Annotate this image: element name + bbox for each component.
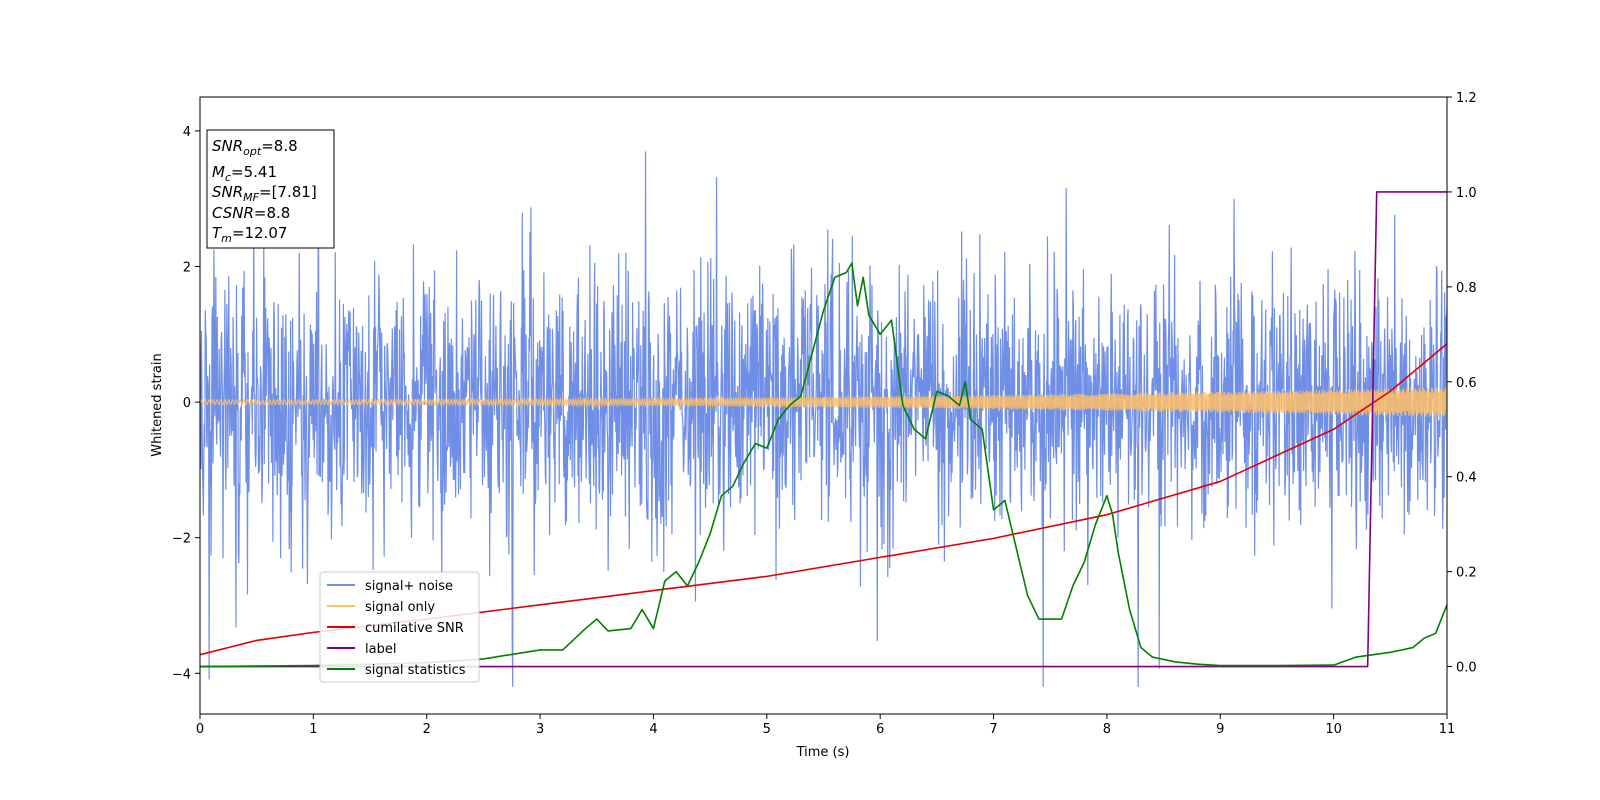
info-box-frame [206, 129, 335, 249]
legend-frame [319, 571, 480, 683]
y-left-tick-label: 4 [183, 125, 191, 140]
legend-label-cumulative-snr: cumilative SNR [365, 621, 464, 636]
info-snr-mf: SNRMF=[7.81] [212, 183, 317, 204]
legend-label-signal-only: signal only [365, 600, 435, 615]
series-signal-only-line [200, 387, 1447, 417]
x-tick-label: 3 [536, 722, 544, 737]
y-right-tick-label: 0.0 [1456, 661, 1477, 676]
y-left-tick-label: −2 [172, 532, 191, 547]
series-signal-statistics-line [200, 262, 1447, 668]
x-tick-label: 2 [423, 722, 431, 737]
y-right-tick-label: 1.2 [1456, 91, 1477, 106]
y-axis-right: 0.0 0.2 0.4 0.6 0.8 1.0 1.2 [1447, 91, 1477, 676]
x-tick-label: 11 [1439, 722, 1456, 737]
y-axis-title: Whitened strain [150, 353, 165, 456]
y-axis-left: −4 −2 0 2 4 [172, 125, 200, 682]
x-tick-label: 7 [989, 722, 997, 737]
y-left-tick-label: 0 [183, 396, 191, 411]
legend-label-signal-statistics: signal statistics [365, 663, 466, 678]
info-tm: Tm=12.07 [212, 224, 287, 245]
info-snr-opt: SNRopt=8.8 [212, 137, 298, 158]
series-signal-noise-line [200, 130, 1447, 687]
x-tick-label: 9 [1216, 722, 1224, 737]
y-left-tick-label: −4 [172, 667, 191, 682]
x-tick-label: 10 [1325, 722, 1342, 737]
x-tick-label: 0 [196, 722, 204, 737]
info-csnr: CSNR=8.8 [212, 204, 290, 222]
y-right-tick-label: 0.6 [1456, 376, 1477, 391]
legend: signal+ noise signal only cumilative SNR… [319, 571, 480, 683]
info-mc: Mc=5.41 [212, 163, 277, 184]
y-left-tick-label: 2 [183, 261, 191, 276]
x-axis-title: Time (s) [796, 745, 850, 760]
series-label-line [200, 191, 1447, 668]
x-tick-label: 8 [1103, 722, 1111, 737]
x-tick-label: 1 [309, 722, 317, 737]
y-right-tick-label: 0.2 [1456, 566, 1477, 581]
info-box: SNRopt=8.8 Mc=5.41 SNRMF=[7.81] CSNR=8.8… [206, 129, 335, 249]
x-tick-label: 4 [649, 722, 657, 737]
y-right-tick-label: 1.0 [1456, 186, 1477, 201]
x-axis: 0 1 2 3 4 5 6 7 8 9 10 11 [196, 714, 1455, 737]
legend-label-signal-noise: signal+ noise [365, 579, 453, 594]
x-tick-label: 6 [876, 722, 884, 737]
y-right-tick-label: 0.4 [1456, 471, 1477, 486]
y-right-tick-label: 0.8 [1456, 281, 1477, 296]
x-tick-label: 5 [763, 722, 771, 737]
legend-label-label: label [365, 642, 396, 657]
plot-frame [199, 96, 1448, 715]
